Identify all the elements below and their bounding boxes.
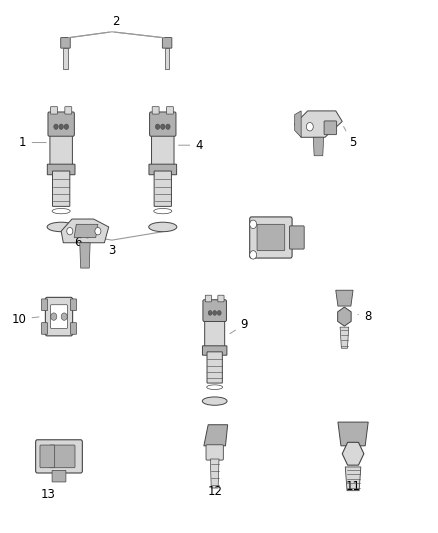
Polygon shape bbox=[61, 219, 109, 243]
FancyBboxPatch shape bbox=[50, 305, 67, 328]
Polygon shape bbox=[313, 138, 324, 156]
Circle shape bbox=[217, 311, 221, 315]
FancyBboxPatch shape bbox=[250, 217, 292, 258]
FancyBboxPatch shape bbox=[152, 107, 159, 114]
FancyBboxPatch shape bbox=[47, 164, 75, 175]
Polygon shape bbox=[80, 243, 90, 268]
Circle shape bbox=[166, 124, 170, 130]
Polygon shape bbox=[345, 467, 361, 491]
Circle shape bbox=[208, 311, 212, 315]
Circle shape bbox=[155, 124, 160, 130]
Ellipse shape bbox=[52, 208, 70, 214]
FancyBboxPatch shape bbox=[35, 440, 82, 473]
FancyBboxPatch shape bbox=[42, 322, 48, 334]
FancyBboxPatch shape bbox=[207, 352, 223, 383]
Text: 5: 5 bbox=[343, 126, 356, 149]
FancyBboxPatch shape bbox=[42, 299, 48, 311]
Ellipse shape bbox=[202, 397, 227, 405]
Text: 4: 4 bbox=[179, 139, 203, 152]
FancyBboxPatch shape bbox=[205, 295, 212, 302]
Polygon shape bbox=[295, 111, 342, 138]
FancyBboxPatch shape bbox=[50, 133, 72, 167]
Polygon shape bbox=[295, 111, 301, 138]
FancyBboxPatch shape bbox=[71, 322, 77, 334]
Text: 9: 9 bbox=[230, 318, 248, 334]
Text: 12: 12 bbox=[207, 486, 222, 498]
Text: 6: 6 bbox=[74, 233, 98, 249]
FancyBboxPatch shape bbox=[203, 300, 226, 321]
FancyBboxPatch shape bbox=[40, 445, 55, 468]
FancyBboxPatch shape bbox=[152, 133, 174, 167]
FancyBboxPatch shape bbox=[324, 121, 337, 135]
FancyBboxPatch shape bbox=[202, 346, 227, 355]
Circle shape bbox=[250, 220, 257, 229]
FancyBboxPatch shape bbox=[290, 226, 304, 249]
Polygon shape bbox=[165, 47, 169, 69]
Text: 11: 11 bbox=[346, 480, 360, 493]
Text: 10: 10 bbox=[12, 313, 39, 326]
Circle shape bbox=[250, 251, 257, 259]
Polygon shape bbox=[340, 327, 349, 348]
FancyBboxPatch shape bbox=[149, 164, 177, 175]
Text: 7: 7 bbox=[297, 228, 304, 241]
Text: 1: 1 bbox=[19, 136, 46, 149]
Circle shape bbox=[59, 124, 64, 130]
Circle shape bbox=[213, 311, 216, 315]
Polygon shape bbox=[210, 459, 219, 488]
FancyBboxPatch shape bbox=[46, 297, 73, 336]
Circle shape bbox=[161, 124, 165, 130]
FancyBboxPatch shape bbox=[206, 445, 223, 460]
FancyBboxPatch shape bbox=[150, 112, 176, 136]
Text: 8: 8 bbox=[358, 310, 371, 323]
FancyBboxPatch shape bbox=[154, 171, 171, 206]
Polygon shape bbox=[204, 425, 228, 446]
Polygon shape bbox=[74, 224, 98, 238]
FancyBboxPatch shape bbox=[162, 38, 172, 48]
Circle shape bbox=[51, 313, 57, 320]
FancyBboxPatch shape bbox=[48, 112, 74, 136]
Polygon shape bbox=[338, 422, 368, 446]
FancyBboxPatch shape bbox=[65, 107, 72, 114]
Circle shape bbox=[54, 124, 58, 130]
Text: 3: 3 bbox=[108, 244, 116, 257]
FancyBboxPatch shape bbox=[218, 295, 224, 302]
FancyBboxPatch shape bbox=[205, 318, 225, 349]
Circle shape bbox=[61, 313, 67, 320]
Ellipse shape bbox=[47, 222, 75, 232]
Circle shape bbox=[64, 124, 68, 130]
FancyBboxPatch shape bbox=[52, 470, 66, 482]
Ellipse shape bbox=[154, 208, 172, 214]
FancyBboxPatch shape bbox=[61, 38, 70, 48]
Text: 13: 13 bbox=[41, 488, 56, 501]
Polygon shape bbox=[338, 307, 351, 326]
FancyBboxPatch shape bbox=[257, 224, 285, 251]
Circle shape bbox=[95, 228, 101, 235]
Ellipse shape bbox=[207, 385, 223, 390]
FancyBboxPatch shape bbox=[71, 299, 77, 311]
Polygon shape bbox=[336, 290, 353, 306]
Polygon shape bbox=[64, 47, 67, 69]
Ellipse shape bbox=[149, 222, 177, 232]
FancyBboxPatch shape bbox=[53, 171, 70, 206]
Text: 2: 2 bbox=[113, 15, 120, 28]
Circle shape bbox=[306, 123, 313, 131]
Circle shape bbox=[67, 228, 73, 235]
FancyBboxPatch shape bbox=[50, 107, 57, 114]
Polygon shape bbox=[342, 442, 364, 465]
FancyBboxPatch shape bbox=[166, 107, 173, 114]
FancyBboxPatch shape bbox=[49, 445, 75, 468]
